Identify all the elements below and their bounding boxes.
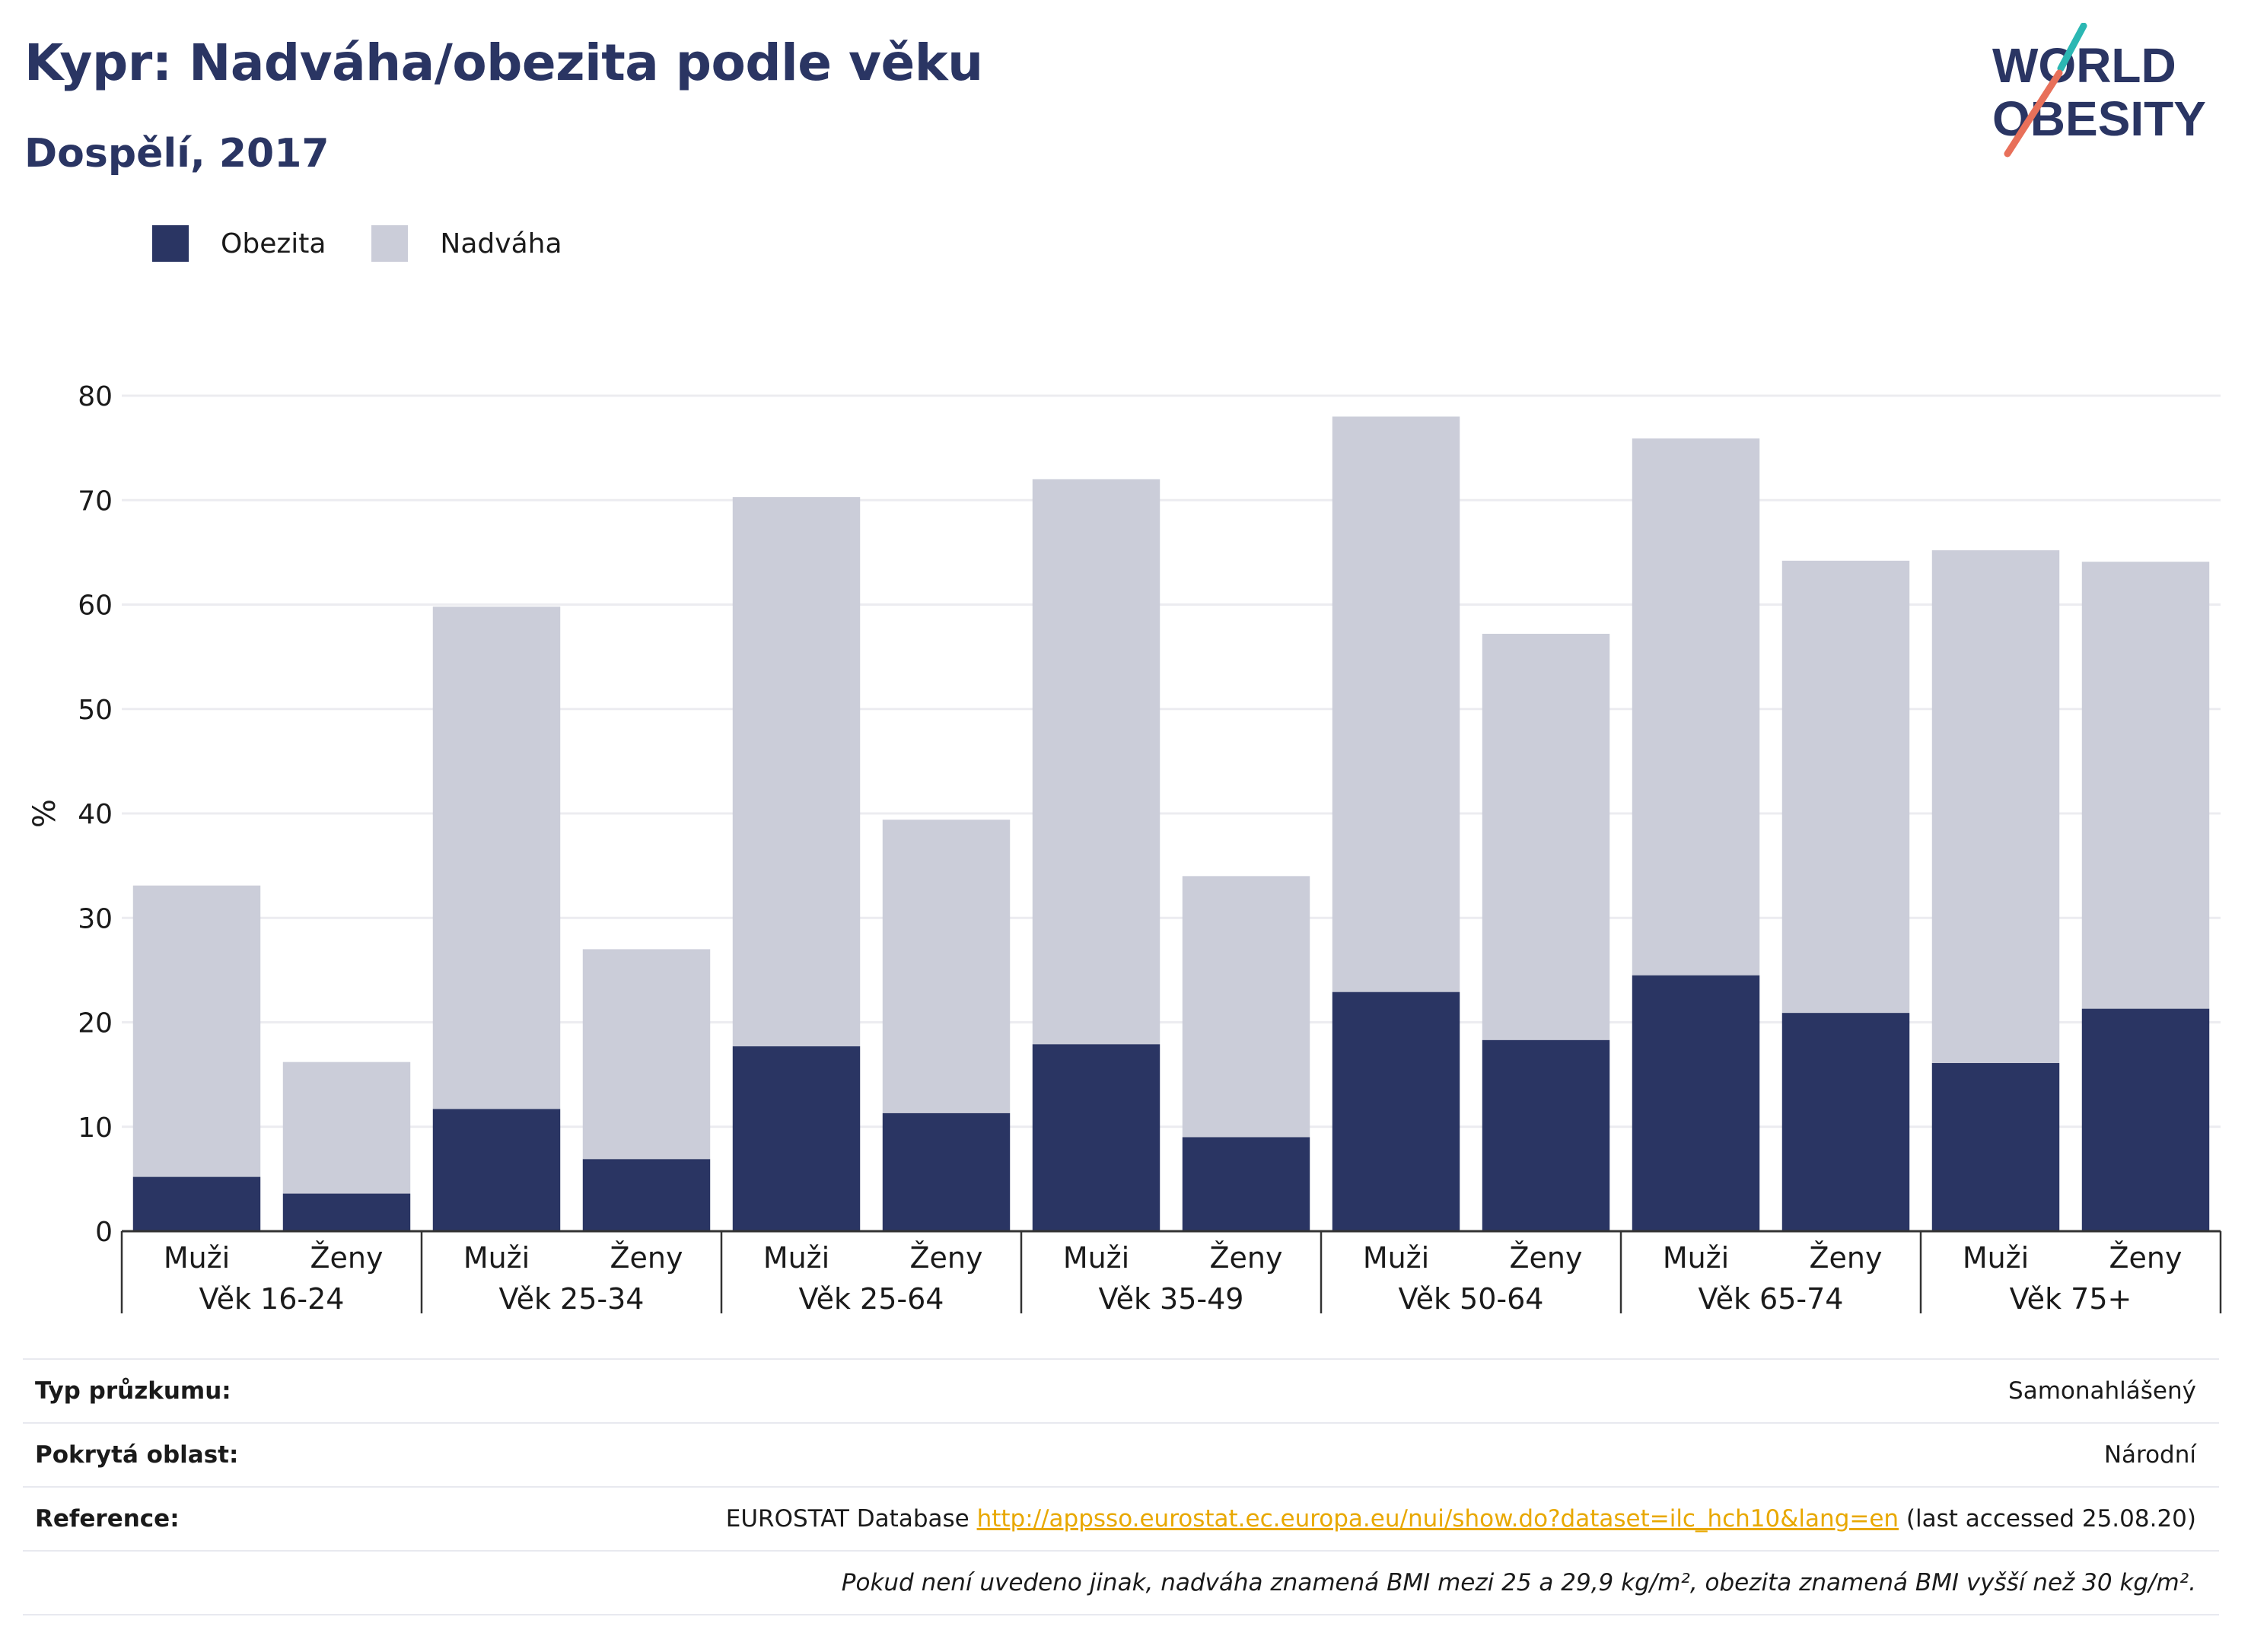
bar-overweight	[732, 497, 861, 1047]
legend-label-overweight: Nadváha	[440, 228, 562, 259]
coverage-label: Pokrytá oblast:	[35, 1441, 239, 1469]
x-subcategory-label: Ženy	[910, 1241, 983, 1275]
bar-obesity	[1632, 975, 1760, 1231]
chart-subtitle: Dospělí, 2017	[24, 131, 330, 177]
coverage-value: Národní	[2103, 1441, 2196, 1469]
bar-obesity	[1781, 1013, 1910, 1231]
chart-title: Kypr: Nadváha/obezita podle věku	[24, 33, 983, 92]
bar-obesity	[282, 1193, 411, 1231]
logo-word-1: WORLD	[1992, 38, 2176, 93]
reference-prefix: EUROSTAT Database	[725, 1505, 969, 1533]
chart-legend: Obezita Nadváha	[152, 225, 608, 262]
info-row-survey: Typ průzkumu: Samonahlášený	[23, 1358, 2219, 1422]
bar-overweight	[1632, 438, 1760, 976]
bar-overweight	[882, 820, 1011, 1113]
bar-overweight	[1781, 560, 1910, 1014]
x-subcategory-label: Ženy	[1510, 1241, 1583, 1275]
y-tick-label: 40	[78, 799, 113, 830]
legend-swatch-obesity	[152, 225, 189, 262]
legend-swatch-overweight	[371, 225, 409, 262]
survey-type-value: Samonahlášený	[2008, 1377, 2196, 1405]
x-subcategory-label: Ženy	[610, 1241, 683, 1275]
logo-slash-red	[2004, 69, 2063, 158]
bar-overweight	[582, 949, 711, 1160]
x-group-label: Věk 75+	[2010, 1282, 2132, 1316]
x-group-label: Věk 25-64	[799, 1282, 944, 1316]
bar-overweight	[1182, 876, 1310, 1138]
reference-suffix: (last accessed 25.08.20)	[1906, 1505, 2196, 1533]
y-tick-label: 10	[78, 1112, 113, 1144]
definition-note: Pokud není uvedeno jinak, nadváha znamen…	[841, 1569, 2196, 1596]
bar-overweight	[1482, 633, 1610, 1040]
reference-value: EUROSTAT Database http://appsso.eurostat…	[726, 1505, 2219, 1533]
x-group-label: Věk 35-49	[1099, 1282, 1244, 1316]
y-axis-label: %	[27, 799, 62, 828]
bar-overweight	[132, 885, 261, 1177]
x-group-label: Věk 25-34	[499, 1282, 645, 1316]
x-subcategory-label: Muži	[1663, 1241, 1729, 1275]
x-subcategory-label: Muži	[1963, 1241, 2029, 1275]
bar-overweight	[282, 1062, 411, 1194]
bar-overweight	[1332, 416, 1460, 992]
bar-obesity	[132, 1176, 261, 1231]
reference-link[interactable]: http://appsso.eurostat.ec.europa.eu/nui/…	[976, 1505, 1899, 1533]
legend-item-overweight[interactable]: Nadváha	[371, 225, 562, 262]
x-subcategory-label: Ženy	[310, 1241, 384, 1275]
bar-overweight	[2081, 562, 2210, 1009]
bar-overweight	[432, 606, 561, 1109]
x-subcategory-label: Ženy	[1810, 1241, 1883, 1275]
survey-type-label: Typ průzkumu:	[35, 1377, 231, 1405]
y-tick-label: 70	[78, 485, 113, 517]
bar-obesity	[1931, 1063, 2060, 1231]
x-group-label: Věk 16-24	[199, 1282, 345, 1316]
x-group-label: Věk 65-74	[1699, 1282, 1844, 1316]
legend-label-obesity: Obezita	[221, 228, 326, 259]
bar-obesity	[1032, 1044, 1161, 1231]
bar-obesity	[432, 1109, 561, 1231]
bar-obesity	[732, 1046, 861, 1231]
bar-obesity	[1332, 992, 1460, 1231]
legend-item-obesity[interactable]: Obezita	[152, 225, 326, 262]
x-group-label: Věk 50-64	[1399, 1282, 1544, 1316]
y-tick-label: 0	[95, 1217, 113, 1248]
x-subcategory-label: Muži	[1063, 1241, 1129, 1275]
x-subcategory-label: Muži	[164, 1241, 230, 1275]
x-subcategory-label: Ženy	[1210, 1241, 1283, 1275]
reference-label: Reference:	[35, 1505, 180, 1533]
bar-obesity	[582, 1159, 711, 1231]
info-row-note: Pokud není uvedeno jinak, nadváha znamen…	[23, 1550, 2219, 1615]
world-obesity-logo-graphic: WORLD OBESITY	[1992, 22, 2206, 158]
y-tick-label: 80	[78, 381, 113, 412]
y-tick-label: 30	[78, 903, 113, 934]
bar-overweight	[1032, 479, 1161, 1045]
bar-obesity	[1182, 1137, 1310, 1231]
y-tick-label: 20	[78, 1008, 113, 1039]
y-tick-label: 60	[78, 590, 113, 622]
info-row-reference: Reference: EUROSTAT Database http://apps…	[23, 1486, 2219, 1550]
x-subcategory-label: Muži	[1363, 1241, 1429, 1275]
y-tick-label: 50	[78, 695, 113, 726]
x-subcategory-label: Muži	[463, 1241, 530, 1275]
info-row-coverage: Pokrytá oblast: Národní	[23, 1422, 2219, 1486]
x-subcategory-label: Muži	[763, 1241, 829, 1275]
info-table: Typ průzkumu: Samonahlášený Pokrytá obla…	[23, 1358, 2219, 1615]
stacked-bar-chart: 0 10 20 30 40 50 60 70 80% Muži Ženy Věk 16-24 Muži Ž…	[27, 381, 2222, 1316]
bar-obesity	[882, 1112, 1011, 1231]
logo-slash-teal	[2057, 22, 2087, 72]
world-obesity-logo: WORLD OBESITY	[1986, 22, 2237, 160]
bar-overweight	[1931, 550, 2060, 1064]
x-subcategory-label: Ženy	[2109, 1241, 2183, 1275]
bar-obesity	[2081, 1008, 2210, 1231]
bar-obesity	[1482, 1039, 1610, 1231]
